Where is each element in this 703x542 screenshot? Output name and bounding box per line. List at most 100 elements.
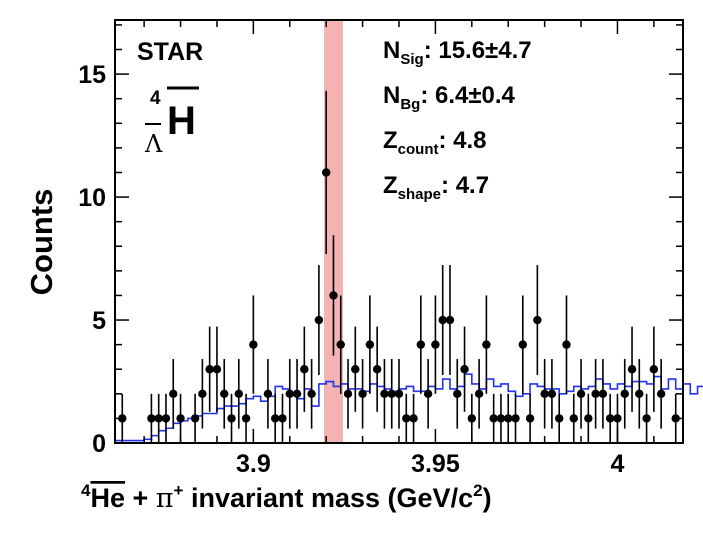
data-point	[169, 389, 178, 399]
y-tick-label: 0	[92, 430, 106, 458]
data-point	[212, 365, 222, 374]
data-point	[387, 389, 396, 399]
data-point	[467, 414, 477, 423]
data-point	[482, 340, 491, 349]
data-point	[118, 414, 127, 423]
data-point	[671, 414, 680, 423]
stat-symbol: Z	[383, 172, 398, 199]
y-tick-label: 15	[78, 61, 106, 89]
data-point	[278, 414, 287, 423]
data-point	[234, 389, 243, 399]
data-point	[511, 414, 520, 423]
data-point	[555, 414, 564, 423]
data-point	[351, 365, 360, 374]
data-point	[190, 414, 200, 423]
stat-subscript: shape	[398, 186, 441, 203]
signal-band-layer	[323, 20, 343, 443]
stat-value: : 4.7	[441, 172, 489, 199]
stat-symbol: N	[383, 37, 400, 64]
data-point	[423, 389, 433, 399]
data-point	[620, 389, 629, 399]
data-point	[576, 389, 586, 399]
particle-lambda: Λ	[144, 130, 163, 158]
data-point	[445, 315, 455, 325]
data-point	[402, 414, 411, 423]
data-point	[489, 414, 498, 423]
y-tick-label: 10	[78, 184, 106, 212]
x-axis-title-mass-number: 4	[81, 481, 91, 500]
signal-band	[323, 20, 343, 443]
data-point	[372, 365, 382, 374]
data-point	[241, 414, 251, 423]
data-point	[649, 365, 659, 374]
particle-symbol: H	[167, 99, 196, 143]
data-point	[605, 414, 615, 423]
stat-count: Zcount: 4.8	[383, 127, 487, 158]
particle-label: 4 Λ H	[144, 86, 199, 158]
x-axis-title-power: 2	[473, 481, 482, 500]
stat-subscript: count	[398, 141, 439, 158]
data-point	[292, 389, 302, 399]
stat-symbol: Z	[383, 127, 398, 154]
background-histogram-line	[115, 373, 703, 442]
x-axis-title-close: )	[483, 483, 492, 513]
stat-value: : 4.8	[439, 127, 487, 154]
data-point	[147, 414, 156, 423]
data-point	[504, 414, 513, 423]
data-point	[584, 414, 593, 423]
data-point	[198, 389, 207, 399]
stat-value: : 6.4±0.4	[420, 82, 515, 109]
y-tick-label: 5	[92, 307, 106, 335]
stat-subscript: Sig	[400, 51, 423, 68]
data-point	[176, 414, 185, 423]
data-point	[598, 389, 608, 399]
stat-subscript: Bg	[400, 96, 420, 113]
data-point	[656, 389, 666, 399]
x-tick-label: 4	[611, 450, 625, 478]
x-axis-title-pion: π	[156, 483, 174, 514]
data-point	[591, 389, 600, 399]
data-point	[394, 389, 404, 399]
x-tick-label: 3.9	[236, 450, 271, 478]
data-point	[285, 389, 294, 399]
data-points-layer	[118, 90, 680, 443]
data-point	[547, 389, 557, 399]
data-point	[635, 389, 644, 399]
data-point	[569, 414, 578, 423]
data-point	[518, 340, 527, 349]
particle-mass-number: 4	[150, 88, 161, 109]
stat-symbol: N	[383, 82, 400, 109]
data-point	[329, 291, 338, 300]
stat-shape: Zshape: 4.7	[383, 172, 489, 203]
x-tick-label: 3.95	[411, 450, 460, 478]
data-point	[496, 414, 506, 423]
data-point	[307, 389, 316, 399]
data-point	[525, 414, 535, 423]
data-point	[562, 340, 571, 349]
x-axis-title-plus: +	[125, 483, 156, 513]
data-point	[321, 168, 331, 177]
data-point	[416, 340, 426, 349]
data-point	[438, 315, 447, 325]
data-point	[154, 414, 163, 423]
data-point	[460, 365, 469, 374]
data-point	[220, 389, 229, 399]
data-point	[431, 340, 440, 349]
x-axis-title-antihelium: He	[90, 483, 125, 513]
stat-sig: NSig: 15.6±4.7	[383, 37, 532, 68]
data-point	[358, 389, 367, 399]
x-axis-title-charge: +	[174, 481, 184, 500]
data-point	[161, 414, 171, 423]
experiment-label: STAR	[137, 38, 203, 66]
data-point	[263, 389, 273, 399]
data-point	[365, 340, 375, 349]
data-point	[314, 315, 324, 325]
data-point	[453, 389, 462, 399]
data-point	[205, 365, 214, 374]
data-point	[474, 389, 484, 399]
x-axis-title-main: invariant mass (GeV/c	[183, 483, 473, 513]
data-point	[271, 414, 280, 423]
background-histogram-layer	[115, 373, 703, 442]
